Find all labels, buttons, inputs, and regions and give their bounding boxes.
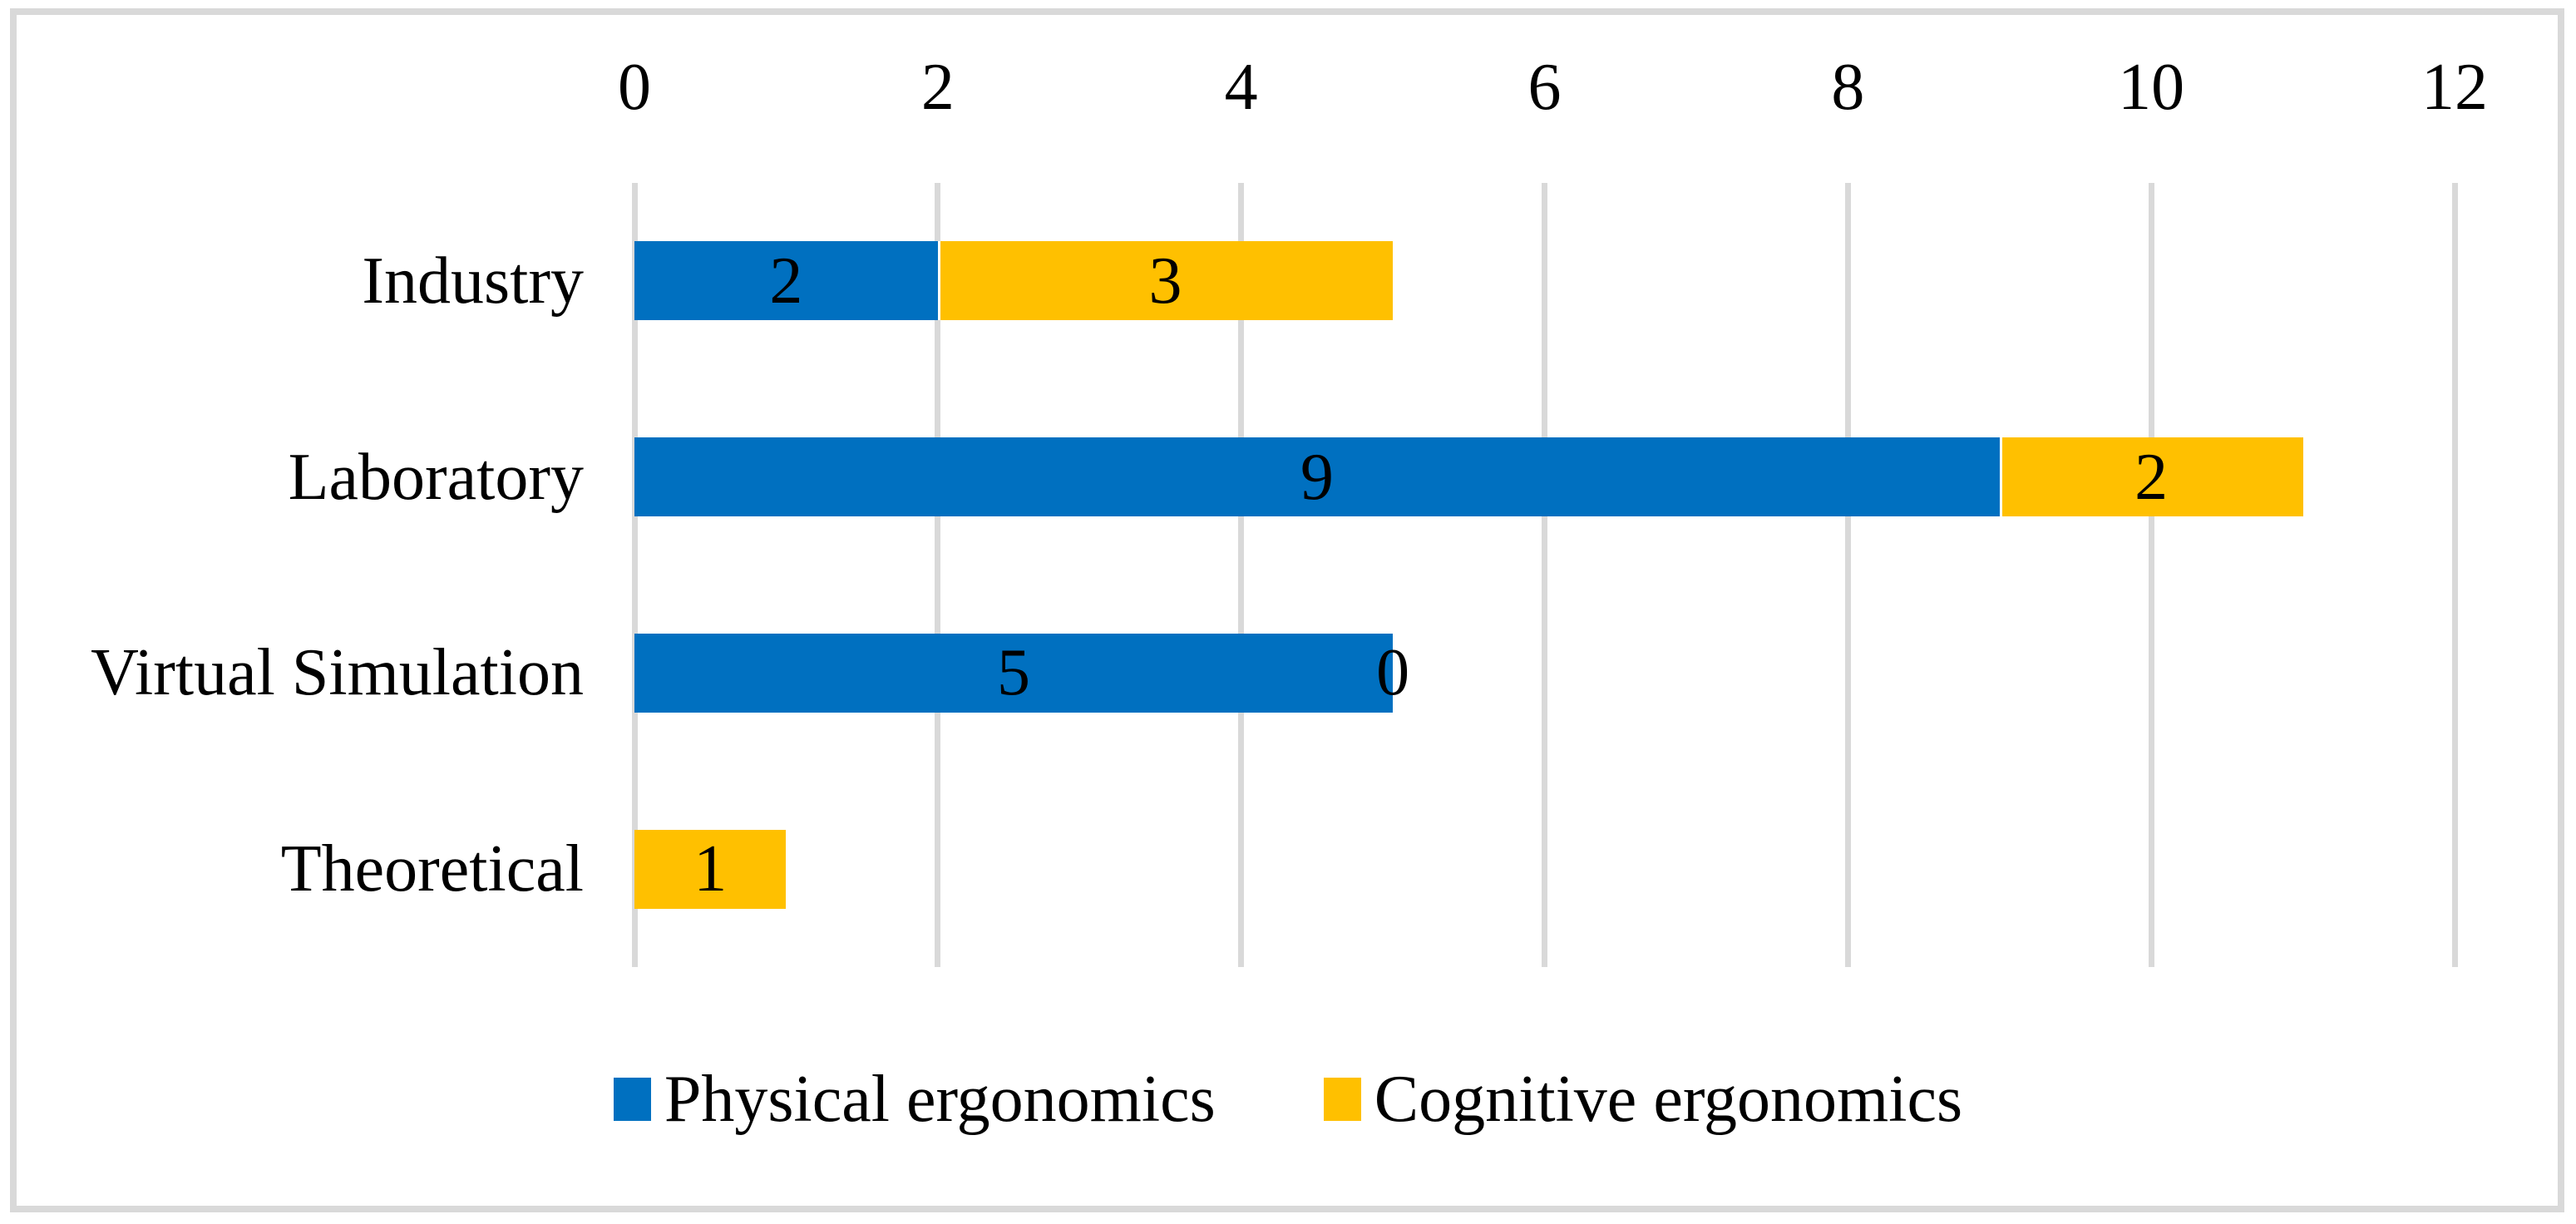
- legend-label: Cognitive ergonomics: [1374, 1063, 1963, 1136]
- gridline: [1238, 183, 1245, 967]
- legend: Physical ergonomics Cognitive ergonomics: [0, 1049, 2576, 1149]
- bar-segment: [937, 241, 1394, 321]
- bar-segment: [634, 633, 1394, 713]
- category-label: Theoretical: [280, 832, 584, 906]
- x-tick-label: 0: [618, 51, 651, 124]
- bar-data-label: 3: [1148, 244, 1182, 318]
- x-tick-label: 4: [1224, 51, 1258, 124]
- bar-segment: [634, 241, 938, 321]
- bar-data-label: 5: [997, 636, 1031, 710]
- x-tick-label: 8: [1831, 51, 1865, 124]
- bar-data-label: 2: [2134, 440, 2169, 514]
- bar-data-label: 2: [769, 244, 803, 318]
- legend-swatch: [613, 1078, 651, 1121]
- category-label: Industry: [362, 244, 584, 318]
- x-tick-label: 6: [1527, 51, 1562, 124]
- gridline: [631, 183, 638, 967]
- gridline: [2148, 183, 2154, 967]
- legend-swatch: [1323, 1078, 1361, 1121]
- bar-segment: [634, 437, 2000, 517]
- x-tick-label: 12: [2421, 51, 2488, 124]
- bar-data-label: 9: [1300, 440, 1334, 514]
- legend-item: Cognitive ergonomics: [1323, 1059, 1963, 1139]
- gridline: [1844, 183, 1851, 967]
- legend-label: Physical ergonomics: [664, 1063, 1216, 1136]
- bar-segment: [634, 829, 787, 909]
- bar-data-label: 1: [693, 832, 728, 906]
- chart-frame: [10, 8, 2564, 1212]
- bar-segment: [1999, 437, 2303, 517]
- category-label: Laboratory: [288, 440, 584, 514]
- x-tick-label: 2: [920, 51, 955, 124]
- gridline: [2451, 183, 2458, 967]
- x-tick-label: 10: [2118, 51, 2185, 124]
- category-label: Virtual Simulation: [91, 636, 584, 710]
- gridline: [1542, 183, 1547, 967]
- bar-data-label: 0: [1376, 636, 1410, 710]
- gridline: [935, 183, 941, 967]
- legend-item: Physical ergonomics: [613, 1059, 1216, 1139]
